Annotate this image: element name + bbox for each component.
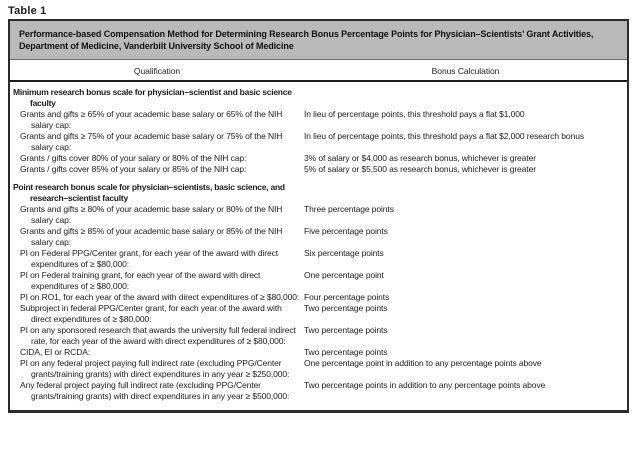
qualification-cell: PI on Federal PPG/Center grant, for each… (20, 248, 279, 269)
table-row: Subproject in federal PPG/Center grant, … (10, 303, 627, 325)
table-row: PI on Federal training grant, for each y… (10, 270, 627, 292)
bonus-calculation-cell: Four percentage points (304, 292, 390, 302)
bonus-calculation-cell: 3% of salary or $4,000 as research bonus… (304, 153, 536, 163)
column-header-row: Qualification Bonus Calculation (10, 60, 627, 82)
bonus-calculation-cell: Two percentage points (304, 347, 388, 357)
table-row: CIDA, EI or RCDA: Two percentage points (10, 347, 627, 358)
qualification-cell: PI on any sponsored research that awards… (20, 325, 296, 346)
section-heading: Minimum research bonus scale for physici… (13, 87, 292, 108)
table-row: Grants / gifts cover 80% of your salary … (10, 153, 627, 164)
section-heading: Point research bonus scale for physician… (13, 182, 285, 203)
qualification-cell: Subproject in federal PPG/Center grant, … (20, 303, 282, 324)
bonus-calculation-cell: Two percentage points (304, 325, 388, 335)
bonus-calculation-cell: Three percentage points (304, 204, 394, 214)
bonus-calculation-cell: One percentage point in addition to any … (304, 358, 542, 368)
qualification-cell: Grants / gifts cover 80% of your salary … (20, 153, 247, 163)
table-label: Table 1 (8, 5, 47, 17)
qualification-cell: PI on any federal project paying full in… (20, 358, 290, 379)
table-row: Any federal project paying full indirect… (10, 380, 627, 402)
compensation-table: Performance-based Compensation Method fo… (8, 19, 629, 413)
table-row: Grants / gifts cover 85% of your salary … (10, 164, 627, 175)
qualification-cell: Grants and gifts ≥ 65% of your academic … (20, 109, 283, 130)
bonus-calculation-cell: In lieu of percentage points, this thres… (304, 131, 584, 141)
qualification-cell: Grants and gifts ≥ 85% of your academic … (20, 226, 283, 247)
bonus-calculation-cell: Five percentage points (304, 226, 388, 236)
bonus-calculation-cell: Two percentage points (304, 303, 388, 313)
column-header-bonus-calculation: Bonus Calculation (431, 66, 500, 76)
table-title-line-2: Department of Medicine, Vanderbilt Unive… (19, 41, 294, 51)
bonus-calculation-cell: Six percentage points (304, 248, 384, 258)
qualification-cell: Grants / gifts cover 85% of your salary … (20, 164, 247, 174)
table-row: PI on any federal project paying full in… (10, 358, 627, 380)
bonus-calculation-cell: In lieu of percentage points, this thres… (304, 109, 525, 119)
qualification-cell: PI on Federal training grant, for each y… (20, 270, 261, 291)
table-row: PI on RO1, for each year of the award wi… (10, 292, 627, 303)
qualification-cell: CIDA, EI or RCDA: (20, 347, 91, 357)
table-row: PI on Federal PPG/Center grant, for each… (10, 248, 627, 270)
table-body: Minimum research bonus scale for physici… (10, 82, 627, 410)
table-row: Grants and gifts ≥ 65% of your academic … (10, 109, 627, 131)
table-title-line-1: Performance-based Compensation Method fo… (19, 29, 594, 39)
qualification-cell: PI on RO1, for each year of the award wi… (20, 292, 300, 302)
table-section: Point research bonus scale for physician… (10, 182, 627, 402)
qualification-cell: Grants and gifts ≥ 80% of your academic … (20, 204, 283, 225)
table-title-band: Performance-based Compensation Method fo… (10, 21, 627, 60)
table-row: PI on any sponsored research that awards… (10, 325, 627, 347)
table-row: Grants and gifts ≥ 75% of your academic … (10, 131, 627, 153)
bonus-calculation-cell: Two percentage points in addition to any… (304, 380, 546, 390)
bonus-calculation-cell: 5% of salary or $5,500 as research bonus… (304, 164, 536, 174)
table-row: Grants and gifts ≥ 80% of your academic … (10, 204, 627, 226)
table-section: Minimum research bonus scale for physici… (10, 87, 627, 175)
bonus-calculation-cell: One percentage point (304, 270, 384, 280)
qualification-cell: Grants and gifts ≥ 75% of your academic … (20, 131, 283, 152)
table-row: Grants and gifts ≥ 85% of your academic … (10, 226, 627, 248)
column-header-qualification: Qualification (133, 66, 181, 76)
qualification-cell: Any federal project paying full indirect… (20, 380, 290, 401)
